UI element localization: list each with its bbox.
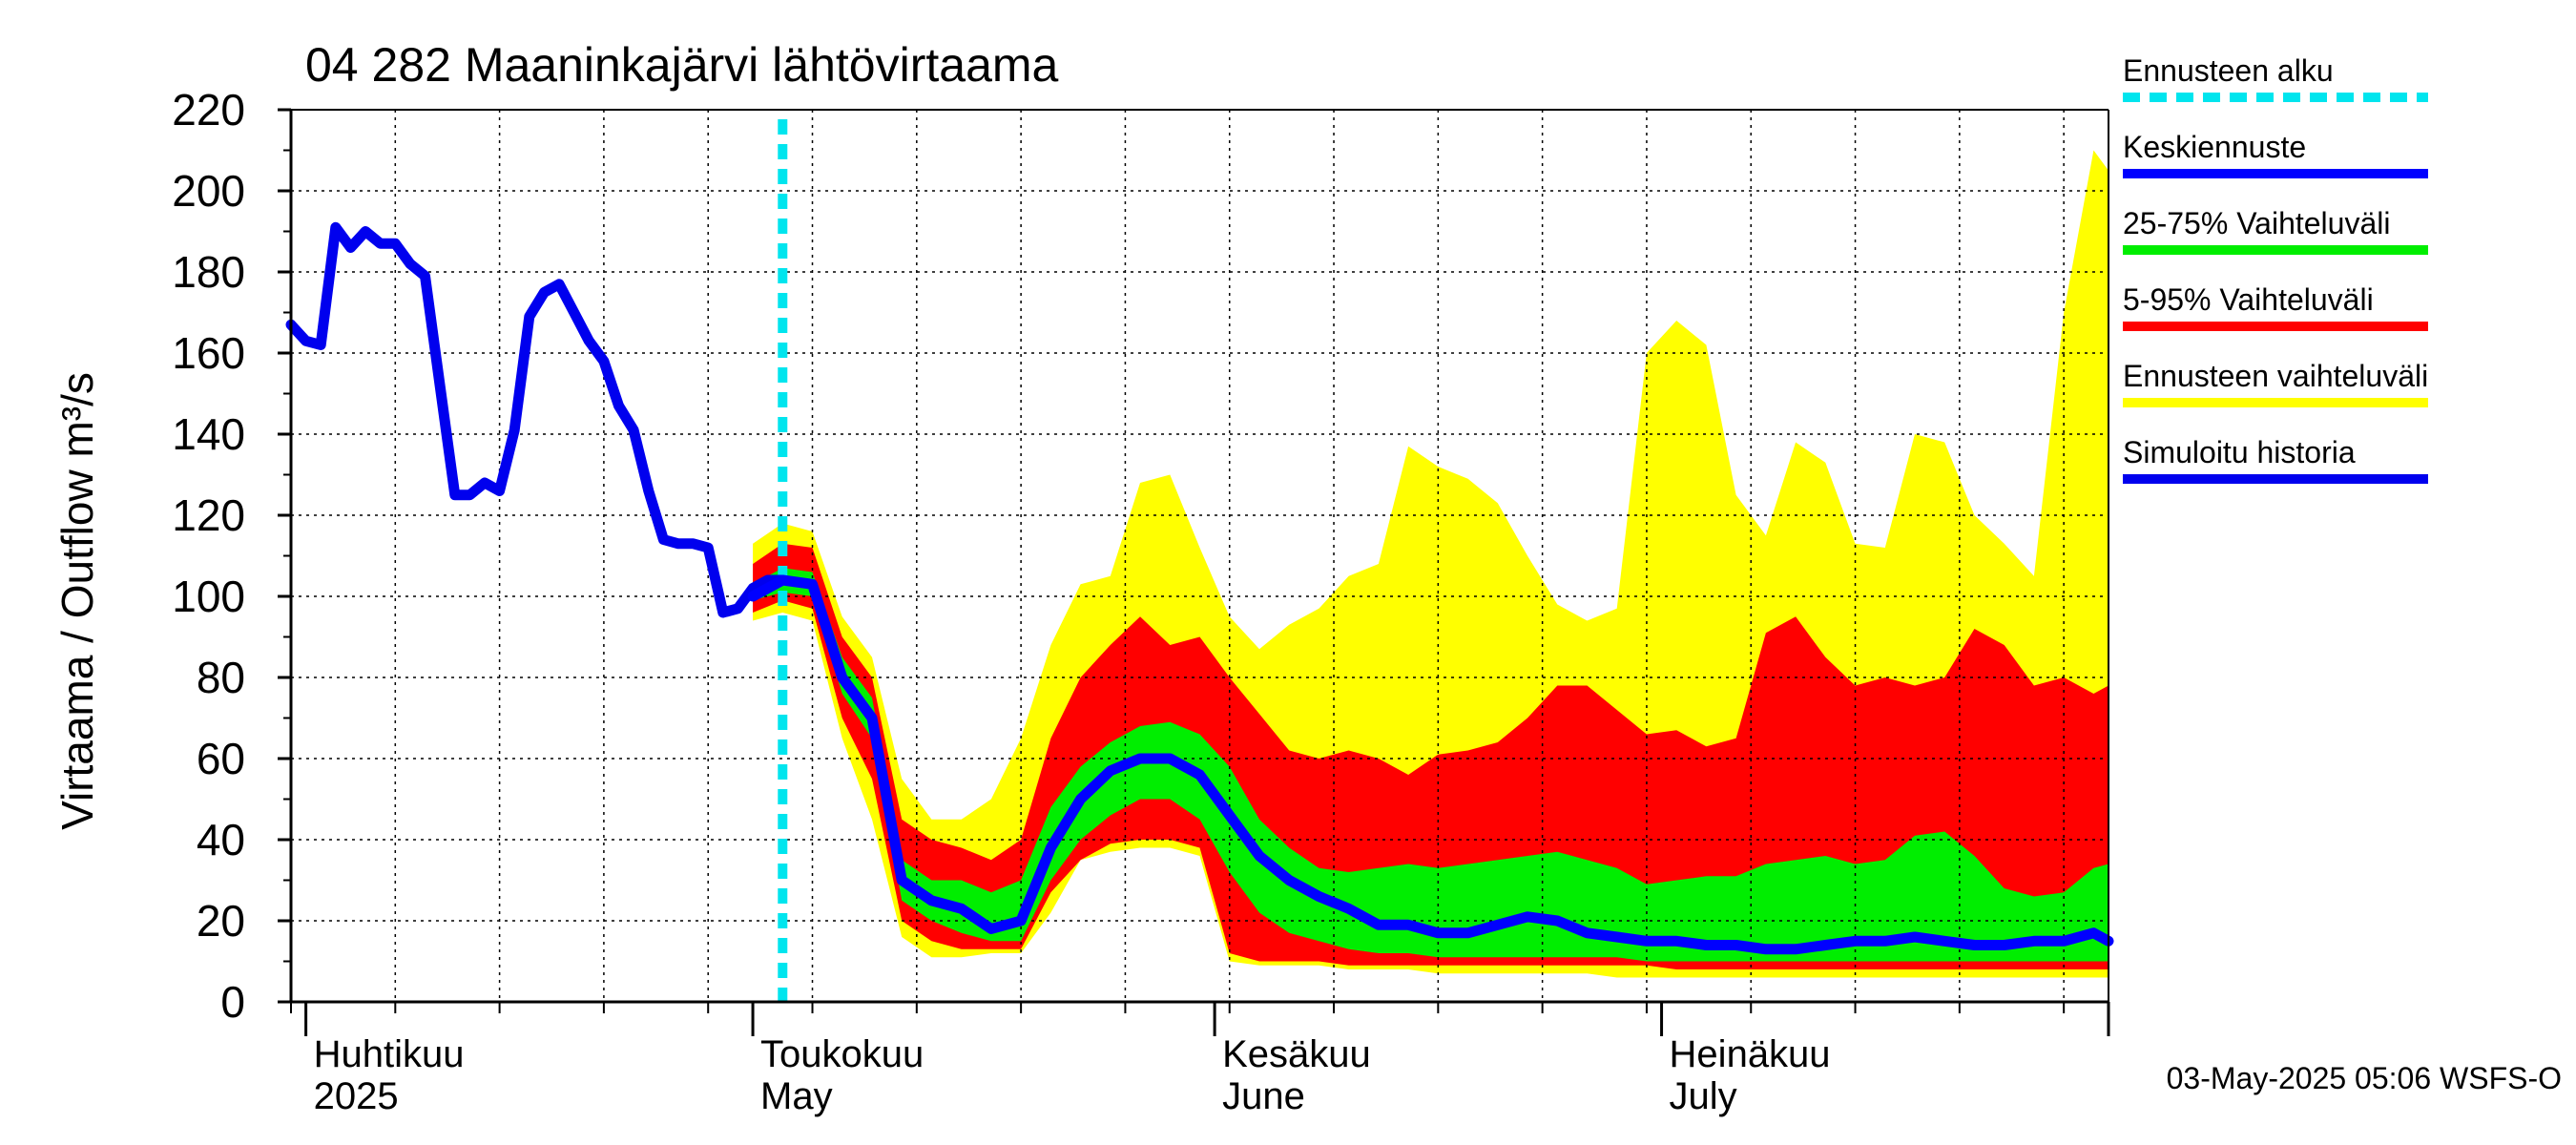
y-tick-label: 220 [172,85,245,135]
y-tick-label: 160 [172,328,245,378]
y-tick-label: 60 [197,734,245,783]
legend-label: 25-75% Vaihteluväli [2123,206,2390,240]
x-month-sublabel: June [1222,1075,1305,1117]
p5-95-band [753,543,2109,969]
series-lines [285,119,2114,1002]
x-month-label: Heinäkuu [1670,1033,1831,1075]
y-tick-label: 0 [220,977,245,1027]
history-line [285,221,788,618]
y-tick-label: 40 [197,815,245,864]
x-month-label: Huhtikuu [314,1033,465,1075]
x-month-label: Kesäkuu [1222,1033,1371,1075]
legend: Ennusteen alku Keskiennuste 25-75% Vaihtel… [2123,53,2428,484]
y-tick-label: 180 [172,247,245,297]
x-month-sublabel: May [760,1075,833,1117]
axes: 0 20 40 60 80 100 120 140 160 180 200 220 Huhtikuu20… [172,85,2110,1117]
legend-label: Keskiennuste [2123,130,2306,164]
x-month-sublabel: July [1670,1075,1737,1117]
forecast-bands [753,150,2109,978]
p25-75-band [753,568,2109,962]
x-month-label: Toukokuu [760,1033,924,1075]
y-tick-label: 140 [172,409,245,459]
y-tick-label: 100 [172,572,245,621]
y-tick-label: 200 [172,166,245,216]
legend-label: Ennusteen vaihteluväli [2123,359,2428,393]
y-tick-label: 80 [197,653,245,702]
y-tick-label: 20 [197,896,245,946]
x-month-sublabel: 2025 [314,1075,399,1117]
chart-title: 04 282 Maaninkajärvi lähtövirtaama [305,38,1059,92]
y-axis-label: Virtaama / Outflow m³/s [52,372,102,830]
footer-timestamp: 03-May-2025 05:06 WSFS-O [2167,1061,2562,1095]
y-tick-label: 120 [172,490,245,540]
mean-forecast-line [747,574,2114,955]
legend-label: 5-95% Vaihteluväli [2123,282,2374,317]
legend-label: Simuloitu historia [2123,435,2356,469]
legend-label: Ennusteen alku [2123,53,2334,88]
